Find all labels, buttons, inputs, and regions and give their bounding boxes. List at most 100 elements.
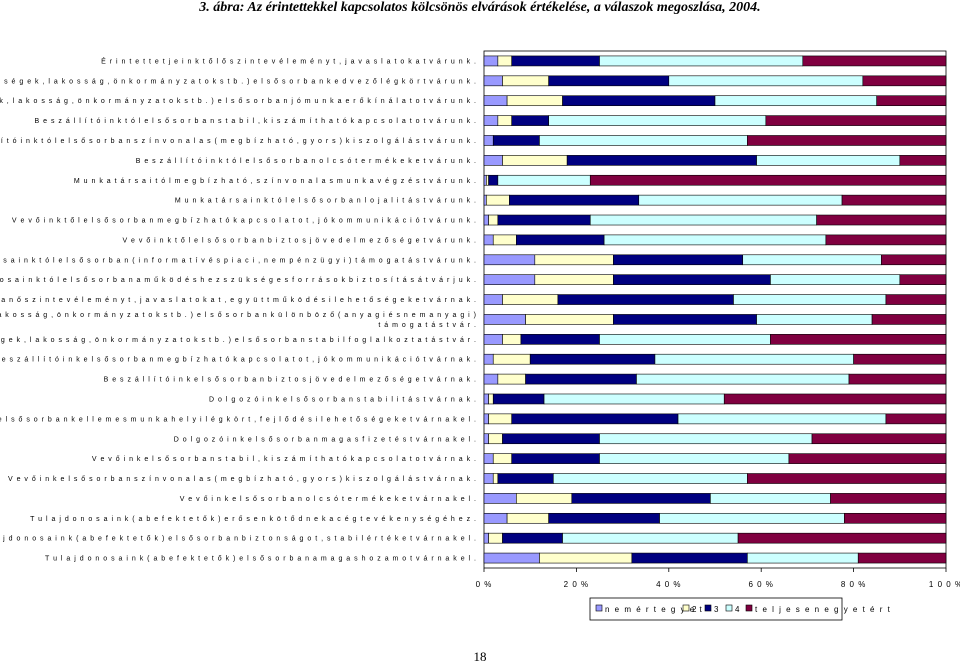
- bar-segment: [509, 194, 640, 206]
- bar-segment: [483, 373, 499, 385]
- bar-segment: [599, 453, 790, 464]
- bar-segment: [497, 174, 591, 186]
- legend-swatch: [725, 604, 733, 612]
- bar-segment: [486, 194, 510, 206]
- bar-segment: [747, 552, 859, 564]
- legend-label: t e l j e s e n e g y e t é r t: [755, 605, 891, 614]
- bar-segment: [636, 373, 850, 385]
- bar-segment: [502, 155, 568, 166]
- bar-segment: [492, 135, 540, 146]
- bar-segment: [853, 353, 947, 365]
- bar-segment: [765, 115, 947, 126]
- category-label: M u n k a t á r s a i n k t ó l e l s ő …: [175, 198, 477, 205]
- bar-segment: [483, 552, 540, 564]
- bar-segment: [737, 532, 947, 544]
- bar-segment: [502, 433, 600, 445]
- bar-segment: [638, 194, 843, 206]
- category-label: V á l l a l a t u n k é r i n t e t t e …: [0, 297, 477, 304]
- bar-segment: [871, 314, 947, 325]
- bar-segment: [511, 115, 549, 126]
- bar-segment: [483, 393, 489, 405]
- legend-label: 4: [735, 605, 741, 614]
- bar-segment: [483, 75, 503, 87]
- bar-segment: [552, 473, 748, 484]
- category-label: T u l a j d o n o s a i n k ( a b e f e …: [30, 516, 477, 523]
- bar-segment: [502, 75, 549, 87]
- bar-segment: [497, 373, 526, 385]
- bar-segment: [483, 334, 503, 345]
- category-label: V e v ő i n k e l s ő s o r b a n s t a …: [92, 456, 477, 463]
- legend-label: 2: [692, 605, 698, 614]
- bar-segment: [492, 473, 499, 484]
- bar-segment: [492, 353, 531, 365]
- bar-segment: [844, 512, 947, 524]
- bar-segment: [566, 155, 757, 166]
- category-label: V á l l a l a t u n k k ö r n y e z e t …: [0, 312, 477, 319]
- bar-segment: [516, 493, 573, 504]
- bar-segment: [497, 473, 554, 484]
- plot-area: [483, 50, 947, 569]
- bar-segment: [483, 274, 536, 285]
- bar-segment: [488, 433, 503, 445]
- bar-segment: [841, 194, 947, 206]
- page-number: 18: [473, 649, 487, 664]
- bar-segment: [668, 75, 864, 87]
- bar-segment: [599, 433, 813, 445]
- category-label: T u l a j d o n o s a i n k ( a b e f e …: [0, 536, 477, 543]
- bar-segment: [599, 55, 804, 67]
- x-tick-label: 0 %: [476, 580, 493, 589]
- bar-segment: [710, 493, 831, 504]
- legend: n e m é r t e g y e t2 3 4 t e l j e s e n …: [589, 597, 891, 621]
- category-label: B e s z á l l í t ó i n k t ó l e l s ő …: [136, 158, 477, 165]
- bar-segment: [483, 413, 489, 425]
- bar-segment: [483, 135, 494, 146]
- bar-segment: [486, 174, 489, 186]
- bar-segment: [492, 393, 545, 405]
- bar-segment: [497, 115, 513, 126]
- bar-segment: [770, 274, 901, 285]
- bar-segment: [613, 254, 744, 266]
- bar-segment: [511, 55, 600, 67]
- bar-segment: [899, 274, 947, 285]
- bar-segment: [539, 135, 748, 146]
- category-label: V e v ő i n k t ő l e l s ő s o r b a n …: [12, 218, 477, 225]
- bar-segment: [747, 135, 947, 146]
- category-label: É r i n t e t t e t j e i n k t ő l ő s …: [101, 56, 477, 65]
- x-tick-label: 1 0 0 %: [929, 580, 960, 589]
- category-label: M u n k a t á r s a i t ó l m e g b í z …: [74, 178, 477, 185]
- bar-segment: [483, 254, 536, 266]
- bar-segment: [520, 334, 600, 345]
- category-label: B e s z á l l í t ó i n k t ó l e l s ő …: [0, 138, 477, 145]
- bar-segment: [502, 294, 559, 305]
- bar-segment: [756, 314, 873, 325]
- bar-segment: [483, 353, 494, 365]
- legend-swatch: [704, 604, 712, 612]
- bar-segment: [483, 155, 503, 166]
- bar-segment: [654, 353, 854, 365]
- bar-segment: [733, 294, 887, 305]
- bar-segment: [483, 433, 489, 445]
- category-label: V e v ő i n k e l s ő s o r b a n o l c …: [180, 496, 477, 503]
- bar-segment: [589, 214, 817, 226]
- category-label: V á l l a l a t u n k k ö r n y e z e t …: [0, 337, 477, 344]
- bar-segment: [483, 493, 517, 504]
- bar-segment: [502, 334, 522, 345]
- bar-segment: [830, 493, 947, 504]
- bar-segment: [562, 95, 716, 107]
- category-label: B e s z á l l í t ó i n k e l s ő s o r …: [0, 357, 477, 364]
- bar-segment: [562, 532, 739, 544]
- category-label: D o l g o z ó i n k e l s ő s o r b a n …: [174, 436, 477, 443]
- bar-segment: [502, 532, 563, 544]
- bar-segment: [747, 473, 947, 484]
- row-labels: É r i n t e t t e t j e i n k t ő l ő s …: [0, 56, 477, 562]
- bar-segment: [557, 294, 734, 305]
- bar-segment: [525, 373, 637, 385]
- bar-segment: [770, 334, 947, 345]
- bar-segment: [723, 393, 947, 405]
- bar-segment: [802, 55, 947, 67]
- category-label: D o l g o z ó i n k e l s ő s o r b a n …: [209, 396, 477, 403]
- bar-segment: [483, 473, 494, 484]
- bars: [483, 55, 947, 564]
- bar-segment: [529, 353, 656, 365]
